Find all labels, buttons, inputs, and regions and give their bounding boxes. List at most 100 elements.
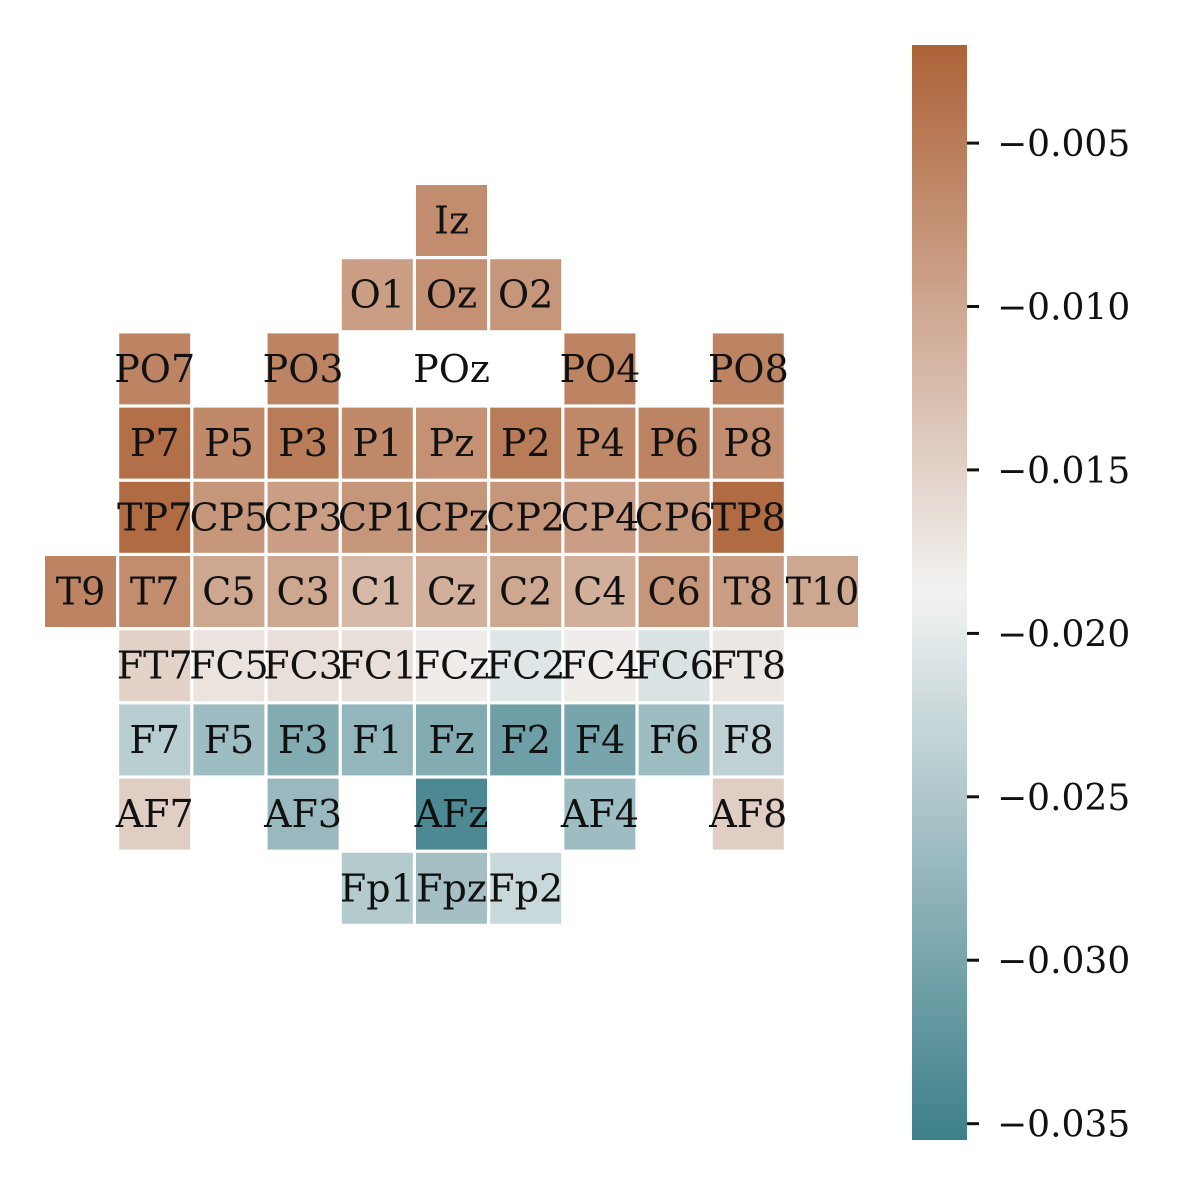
- cell-fpz: Fpz: [416, 852, 487, 924]
- cell-label-p8: P8: [723, 421, 773, 465]
- cell-label-p5: P5: [204, 421, 254, 465]
- cell-label-cp6: CP6: [635, 495, 714, 539]
- cell-fc6: FC6: [634, 630, 714, 702]
- cell-rect-fc2: [490, 630, 562, 702]
- cell-label-f6: F6: [649, 718, 700, 762]
- cell-o2: O2: [490, 259, 562, 331]
- cell-rect-af4: [564, 778, 636, 850]
- cell-fc5: FC5: [189, 630, 269, 702]
- cell-p1: P1: [341, 407, 413, 479]
- cell-rect-fc6: [638, 630, 710, 702]
- cell-ft8: FT8: [710, 630, 786, 702]
- cell-label-f4: F4: [575, 718, 626, 762]
- colorbar-tick-label: −0.005: [997, 124, 1130, 165]
- cell-f5: F5: [193, 704, 265, 776]
- cell-af7: AF7: [115, 778, 194, 850]
- cell-rect-fz: [416, 704, 487, 776]
- cell-c6: C6: [638, 556, 710, 627]
- cell-t10: T10: [786, 556, 859, 627]
- cell-label-cp2: CP2: [486, 495, 565, 539]
- cell-label-c5: C5: [202, 570, 255, 614]
- heatmap-cells: Iz O1 Oz O2 PO7 PO3 POz PO4 PO8 P7 P5 P3 P1 Pz P2 P4 P6 P…: [45, 185, 859, 924]
- cell-rect-c4: [564, 556, 636, 627]
- cell-po3: PO3: [263, 333, 344, 405]
- cell-rect-cp6: [638, 481, 710, 553]
- cell-f1: F1: [341, 704, 413, 776]
- cell-label-po7: PO7: [114, 347, 195, 391]
- cell-rect-fcz: [416, 630, 487, 702]
- cell-rect-cp1: [341, 481, 413, 553]
- cell-tp8: TP8: [711, 481, 786, 553]
- cell-label-afz: AFz: [414, 792, 489, 836]
- cell-rect-t7: [119, 556, 191, 627]
- cell-label-pz: Pz: [429, 421, 475, 465]
- cell-rect-fc3: [267, 630, 339, 702]
- cell-label-fp2: Fp2: [488, 866, 563, 910]
- cell-c1: C1: [341, 556, 413, 627]
- cell-label-t8: T8: [724, 570, 774, 614]
- cell-label-f2: F2: [500, 718, 551, 762]
- cell-label-f3: F3: [278, 718, 329, 762]
- cell-cp4: CP4: [560, 481, 639, 553]
- cell-label-f5: F5: [204, 718, 255, 762]
- cell-label-p6: P6: [649, 421, 699, 465]
- cell-p4: P4: [564, 407, 636, 479]
- cell-rect-iz: [416, 185, 487, 256]
- cell-rect-p6: [638, 407, 710, 479]
- cell-rect-po4: [564, 333, 636, 405]
- cell-label-c2: C2: [499, 570, 552, 614]
- cell-rect-tp8: [712, 481, 784, 553]
- cell-iz: Iz: [416, 185, 487, 256]
- cell-c5: C5: [193, 556, 265, 627]
- cell-label-fc2: FC2: [486, 644, 566, 688]
- cell-rect-af7: [119, 778, 191, 850]
- cell-p5: P5: [193, 407, 265, 479]
- cell-rect-cpz: [416, 481, 487, 553]
- cell-cpz: CPz: [414, 481, 489, 553]
- cell-fc3: FC3: [263, 630, 343, 702]
- cell-label-fcz: FCz: [414, 644, 489, 688]
- cell-rect-o1: [341, 259, 413, 331]
- cell-label-f8: F8: [723, 718, 774, 762]
- cell-rect-f6: [638, 704, 710, 776]
- cell-label-po3: PO3: [263, 347, 344, 391]
- cell-label-poz: POz: [413, 347, 490, 391]
- cell-cp5: CP5: [189, 481, 268, 553]
- cell-label-ft7: FT7: [117, 644, 193, 688]
- cell-rect-p8: [712, 407, 784, 479]
- cell-rect-f4: [564, 704, 636, 776]
- cell-label-fpz: Fpz: [416, 866, 487, 910]
- cell-label-fp1: Fp1: [340, 866, 415, 910]
- cell-p6: P6: [638, 407, 710, 479]
- cell-f6: F6: [638, 704, 710, 776]
- cell-c4: C4: [564, 556, 636, 627]
- cell-label-af7: AF7: [115, 792, 194, 836]
- cell-label-af3: AF3: [263, 792, 342, 836]
- cell-label-cp4: CP4: [560, 495, 639, 539]
- cell-t9: T9: [45, 556, 116, 627]
- cell-po8: PO8: [708, 333, 789, 405]
- cell-af8: AF8: [708, 778, 787, 850]
- cell-fcz: FCz: [414, 630, 489, 702]
- cell-af3: AF3: [263, 778, 342, 850]
- cell-cp1: CP1: [338, 481, 417, 553]
- cell-rect-f1: [341, 704, 413, 776]
- cell-rect-pz: [416, 407, 487, 479]
- cell-cp2: CP2: [486, 481, 565, 553]
- cell-p2: P2: [490, 407, 562, 479]
- cell-rect-c6: [638, 556, 710, 627]
- cell-rect-f5: [193, 704, 265, 776]
- cell-afz: AFz: [414, 778, 489, 850]
- cell-rect-po7: [119, 333, 191, 405]
- cell-label-fc6: FC6: [634, 644, 714, 688]
- cell-rect-fc1: [341, 630, 413, 702]
- cell-cp3: CP3: [264, 481, 343, 553]
- cell-label-o2: O2: [498, 273, 553, 317]
- cell-label-cp5: CP5: [189, 495, 268, 539]
- cell-label-cp3: CP3: [264, 495, 343, 539]
- cell-c2: C2: [490, 556, 562, 627]
- cell-af4: AF4: [560, 778, 639, 850]
- cell-rect-f7: [119, 704, 191, 776]
- cell-label-fc4: FC4: [560, 644, 640, 688]
- cell-rect-fp2: [490, 852, 562, 924]
